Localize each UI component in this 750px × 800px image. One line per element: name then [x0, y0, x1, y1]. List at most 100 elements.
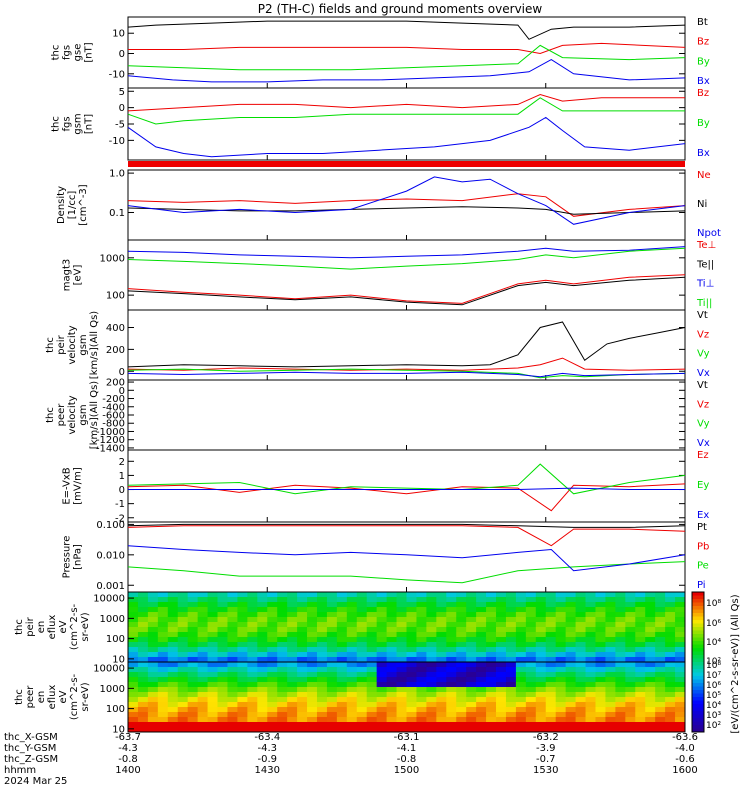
spectrogram-cell: [565, 607, 576, 613]
spectrogram-cell: [316, 622, 328, 628]
colorbar-cell: [692, 602, 704, 607]
spectrogram-cell: [157, 712, 169, 718]
spectrogram-cell: [456, 702, 467, 708]
spectrogram-cell: [297, 612, 308, 618]
spectrogram-cell: [436, 692, 447, 698]
spectrogram-cell: [128, 647, 139, 653]
spectrogram-cell: [525, 662, 537, 668]
spectrogram-cell: [356, 592, 368, 598]
spectrogram-cell: [128, 707, 139, 713]
spectrogram-cell: [346, 597, 358, 603]
spectrogram-cell: [545, 647, 557, 653]
spectrogram-cell: [147, 647, 159, 653]
spectrogram-cell: [336, 627, 348, 633]
spectrogram-cell: [515, 717, 527, 723]
spectrogram-cell: [625, 597, 636, 603]
spectrogram-cell: [416, 702, 427, 708]
spectrogram-cell: [625, 672, 636, 678]
spectrogram-cell: [476, 727, 487, 733]
spectrogram-cell: [456, 627, 467, 633]
spectrogram-cell: [217, 647, 228, 653]
spectrogram-cell: [496, 672, 507, 678]
spectrogram-cell: [466, 727, 477, 733]
spectrogram-cell: [466, 672, 477, 678]
x-tick-hhmm: 1400: [115, 765, 140, 776]
y-tick-label: 10: [112, 724, 125, 735]
spectrogram-cell: [386, 727, 397, 733]
spectrogram-cell: [535, 652, 547, 658]
spectrogram-cell: [267, 697, 278, 703]
spectrogram-cell: [665, 602, 676, 608]
spectrogram-cell: [655, 607, 666, 613]
y-tick-label: 10: [112, 654, 125, 665]
spectrogram-cell: [137, 702, 149, 708]
spectrogram-cell: [665, 697, 676, 703]
spectrogram-cell: [496, 677, 507, 683]
spectrogram-cell: [396, 637, 407, 643]
spectrogram-cell: [386, 642, 397, 648]
panel-ylabel-line: [km/s](All Qs): [89, 381, 100, 449]
x-tick-hhmm: 1600: [672, 765, 697, 776]
spectrogram-cell: [237, 607, 248, 613]
spectrogram-cell: [267, 667, 278, 673]
spectrogram-cell: [655, 682, 666, 688]
spectrogram-cell: [645, 707, 656, 713]
spectrogram-cell: [625, 712, 636, 718]
spectrogram-cell: [187, 712, 199, 718]
spectrogram-cell: [635, 677, 646, 683]
spectrogram-cell: [147, 612, 159, 618]
spectrogram-cell: [207, 682, 218, 688]
spectrogram-cell: [197, 637, 208, 643]
colorbar-label: 10²: [706, 657, 721, 667]
spectrogram-cell: [505, 697, 517, 703]
spectrogram-cell: [267, 722, 278, 728]
spectrogram-cell: [247, 712, 258, 718]
spectrogram-cell: [635, 597, 646, 603]
spectrogram-cell: [565, 642, 576, 648]
spectrogram-cell: [615, 597, 626, 603]
spectrogram-cell: [247, 667, 258, 673]
spectrogram-cell: [505, 647, 517, 653]
y-tick-label: -5: [115, 120, 125, 131]
spectrogram-cell: [307, 627, 318, 633]
spectrogram-cell: [366, 647, 378, 653]
x-tick-thc-x: -63.6: [672, 732, 698, 743]
spectrogram-cell: [575, 612, 586, 618]
spectrogram-cell: [595, 602, 606, 608]
spectrogram-cell: [128, 717, 139, 723]
spectrogram-cell: [625, 632, 636, 638]
spectrogram-cell: [675, 687, 686, 693]
spectrogram-cell: [386, 667, 397, 673]
panel-ylabel-line: Density: [56, 186, 67, 224]
spectrogram-cell: [486, 657, 497, 663]
spectrogram-cell: [366, 717, 378, 723]
legend-Ti⊥: Ti⊥: [696, 279, 714, 290]
spectrogram-cell: [605, 622, 616, 628]
spectrogram-cell: [575, 602, 586, 608]
spectrogram-cell: [137, 667, 149, 673]
legend-Ey: Ey: [697, 480, 709, 491]
spectrogram-cell: [207, 632, 218, 638]
spectrogram-cell: [476, 697, 487, 703]
spectrogram-cell: [605, 712, 616, 718]
spectrogram-cell: [297, 722, 308, 728]
spectrogram-cell: [137, 662, 149, 668]
spectrogram-cell: [207, 597, 218, 603]
spectrogram-cell: [625, 602, 636, 608]
spectrogram-cell: [227, 707, 238, 713]
spectrogram-cell: [227, 637, 238, 643]
spectrogram-cell: [456, 632, 467, 638]
spectrogram-cell: [565, 702, 576, 708]
spectrogram-cell: [605, 697, 616, 703]
y-tick-label: 0.010: [96, 550, 125, 561]
spectrogram-cell: [277, 677, 288, 683]
spectrogram-cell: [416, 697, 427, 703]
spectrogram-cell: [197, 617, 208, 623]
spectrogram-cell: [635, 712, 646, 718]
spectrogram-cell: [496, 592, 507, 598]
spectrogram-cell: [386, 692, 397, 698]
spectrogram-cell: [316, 637, 328, 643]
spectrogram-cell: [446, 657, 457, 663]
spectrogram-cell: [426, 602, 437, 608]
spectrogram-cell: [436, 722, 447, 728]
